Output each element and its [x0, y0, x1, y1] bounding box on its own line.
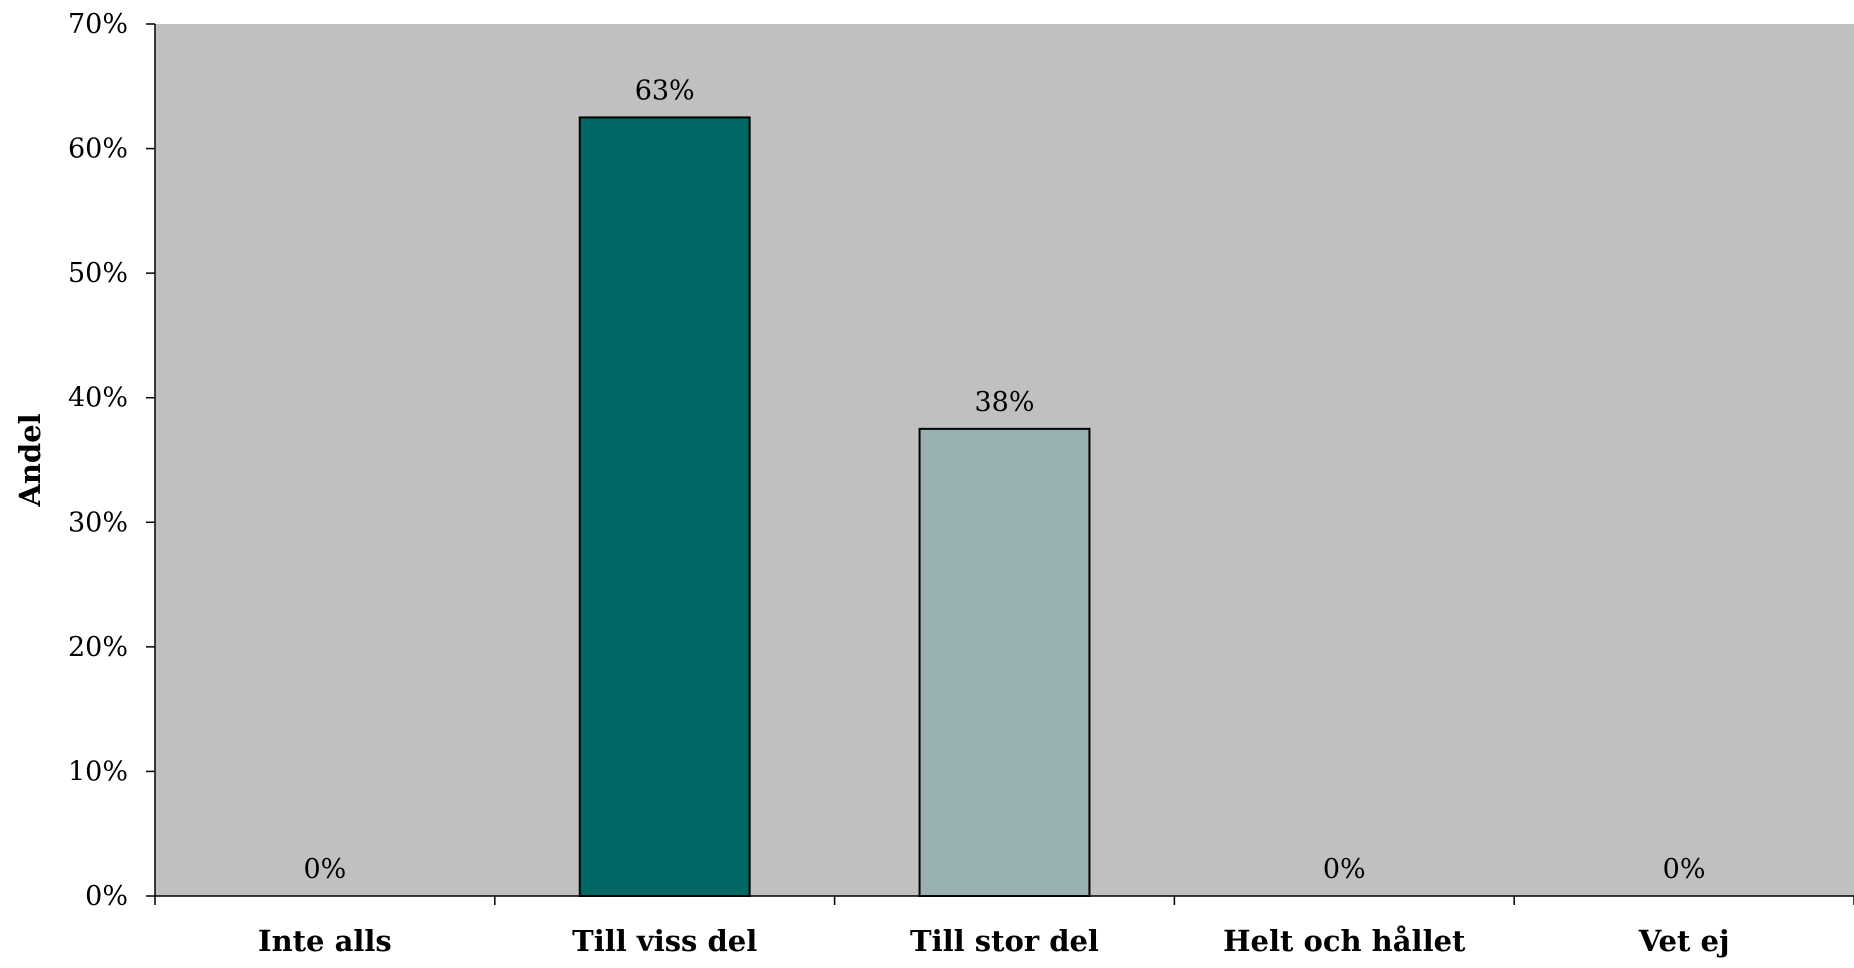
x-category-label: Helt och hållet [1223, 924, 1466, 958]
x-category-label: Inte alls [258, 924, 392, 958]
y-tick-label: 0% [85, 881, 128, 912]
data-labels-layer: 0% 63% 38% 0% 0% [303, 75, 1705, 885]
y-tick-label: 30% [68, 507, 128, 538]
data-label: 38% [974, 387, 1034, 418]
x-category-label: Vet ej [1638, 924, 1730, 958]
x-axis-ticks [154, 896, 1854, 905]
bar [578, 116, 751, 897]
y-tick-label: 40% [68, 383, 128, 414]
data-label: 0% [1323, 854, 1366, 885]
bars-layer [578, 116, 1091, 897]
y-tick-label: 70% [68, 9, 128, 40]
x-category-label: Till viss del [572, 924, 757, 958]
data-label: 63% [635, 75, 695, 106]
y-axis-title: Andel [13, 413, 47, 507]
y-tick-label: 50% [68, 258, 128, 289]
y-tick-label: 10% [68, 756, 128, 787]
category-labels-layer: Inte alls Till viss del Till stor del Helt … [258, 924, 1729, 958]
data-label: 0% [303, 854, 346, 885]
y-tick-label: 60% [68, 134, 128, 165]
x-category-label: Till stor del [910, 924, 1099, 958]
y-axis-ticks: 0% 10% 20% 30% 40% 50% 60% 70% [68, 9, 155, 912]
data-label: 0% [1663, 854, 1706, 885]
y-tick-label: 20% [68, 632, 128, 663]
bar [918, 427, 1091, 897]
